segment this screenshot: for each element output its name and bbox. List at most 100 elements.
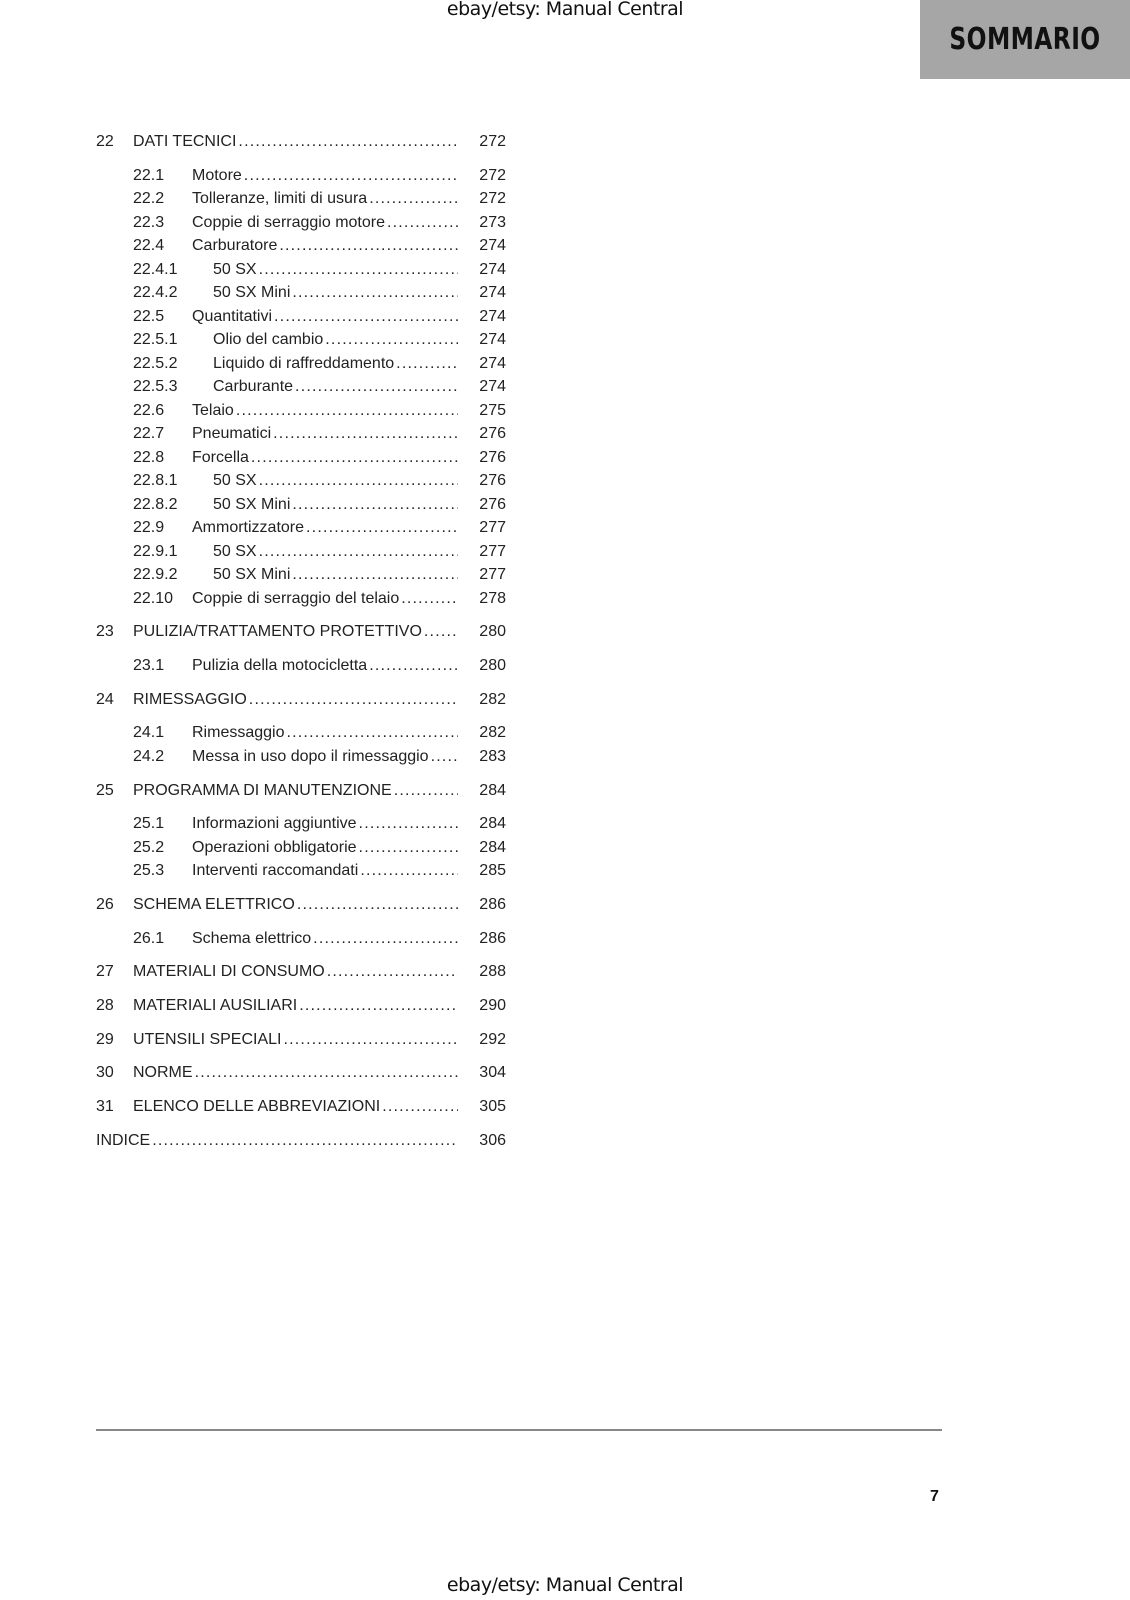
toc-entry-number: 27	[96, 963, 114, 981]
toc-entry[interactable]: 26.1 Schema elettrico....................…	[96, 927, 506, 951]
toc-entry[interactable]: 23.1 Pulizia della motocicletta..........…	[96, 654, 506, 678]
toc-entry[interactable]: 22.6 Telaio..............................…	[96, 399, 506, 423]
toc-entry-title: 50 SX Mini	[213, 566, 291, 584]
toc-entry-title: PULIZIA/TRATTAMENTO PROTETTIVO	[133, 623, 422, 641]
toc-entry-title: Pulizia della motocicletta	[192, 657, 368, 675]
toc-entry[interactable]: 22.4 Carburatore.........................…	[96, 234, 506, 258]
toc-entry[interactable]: 25.1 Informazioni aggiuntive.............…	[96, 812, 506, 836]
toc-entry-title: MATERIALI DI CONSUMO	[133, 963, 325, 981]
toc-entry[interactable]: 22 DATI TECNICI..........................…	[96, 130, 506, 154]
toc-entry[interactable]: 22.10 Coppie di serraggio del telaio.....…	[96, 587, 506, 611]
toc-entry-number: 24	[96, 690, 114, 708]
toc-entry-page: 274	[479, 307, 506, 325]
dot-leader: ........................................…	[273, 425, 458, 443]
toc-entry-page: 272	[479, 166, 506, 184]
toc-entry[interactable]: 22.5 Quantitativi........................…	[96, 305, 506, 329]
toc-entry-title: DATI TECNICI	[133, 133, 237, 150]
toc-entry[interactable]: 24.2 Messa in uso dopo il rimessaggio....…	[96, 745, 506, 769]
toc-entry-page: 272	[479, 133, 506, 150]
table-of-contents: 22 DATI TECNICI..........................…	[96, 130, 506, 1152]
toc-entry-number: 22	[96, 133, 114, 150]
toc-entry[interactable]: 22.8.2 50 SX Mini........................…	[96, 493, 506, 517]
toc-entry-page: 274	[479, 354, 506, 372]
dot-leader: ........................................…	[279, 237, 458, 255]
toc-entry[interactable]: 30 NORME.................................…	[96, 1061, 506, 1085]
toc-entry-page: 284	[479, 815, 506, 833]
dot-leader: ........................................…	[248, 690, 458, 708]
toc-entry[interactable]: 24 RIMESSAGGIO...........................…	[96, 688, 506, 712]
toc-entry[interactable]: 27 MATERIALI DI CONSUMO..................…	[96, 960, 506, 984]
toc-entry-title: Informazioni aggiuntive	[192, 815, 357, 833]
dot-leader: ........................................…	[283, 1030, 459, 1048]
toc-entry-title: INDICE	[96, 1131, 151, 1149]
toc-entry-number: 22.5.3	[133, 378, 178, 396]
toc-entry[interactable]: 26 SCHEMA ELETTRICO......................…	[96, 893, 506, 917]
toc-entry[interactable]: 23 PULIZIA/TRATTAMENTO PROTETTIVO........…	[96, 620, 506, 644]
toc-entry[interactable]: 22.3 Coppie di serraggio motore..........…	[96, 211, 506, 235]
toc-entry[interactable]: 25 PROGRAMMA DI MANUTENZIONE.............…	[96, 779, 506, 803]
toc-entry[interactable]: 22.1 Motore..............................…	[96, 164, 506, 188]
toc-entry[interactable]: 22.2 Tolleranze, limiti di usura.........…	[96, 187, 506, 211]
toc-entry-title: Motore	[192, 166, 242, 184]
toc-entry-number: 25.3	[133, 862, 165, 880]
toc-entry-title: 50 SX Mini	[213, 495, 291, 513]
toc-entry[interactable]: 22.4.1 50 SX.............................…	[96, 258, 506, 282]
toc-entry-title: Pneumatici	[192, 425, 272, 443]
toc-entry-number: 24.1	[133, 724, 165, 742]
toc-entry[interactable]: 22.4.2 50 SX Mini........................…	[96, 281, 506, 305]
dot-leader: ........................................…	[360, 862, 458, 880]
toc-entry-page: 280	[479, 657, 506, 675]
toc-entry-title: PROGRAMMA DI MANUTENZIONE	[133, 781, 392, 799]
dot-leader: ........................................…	[258, 472, 458, 490]
toc-entry-title: Olio del cambio	[213, 331, 324, 349]
toc-entry[interactable]: 31 ELENCO DELLE ABBREVIAZIONI............…	[96, 1095, 506, 1119]
toc-entry-page: 273	[479, 213, 506, 231]
watermark-bottom: ebay/etsy: Manual Central	[446, 1574, 684, 1596]
toc-entry[interactable]: 22.8 Forcella............................…	[96, 446, 506, 470]
dot-leader: ........................................…	[326, 963, 458, 981]
toc-entry[interactable]: 22.5.1 Olio del cambio...................…	[96, 328, 506, 352]
toc-entry[interactable]: 28 MATERIALI AUSILIARI...................…	[96, 994, 506, 1018]
toc-entry-page: 286	[479, 896, 506, 913]
toc-entry-number: 22.8.1	[133, 472, 178, 490]
dot-leader: ........................................…	[292, 495, 458, 513]
dot-leader: ........................................…	[295, 378, 458, 396]
toc-entry-title: Coppie di serraggio del telaio	[192, 589, 400, 607]
toc-entry-number: 25	[96, 781, 114, 799]
watermark-top: ebay/etsy: Manual Central	[446, 0, 684, 20]
dot-leader: ........................................…	[325, 331, 458, 349]
toc-entry-number: 22.5.2	[133, 354, 178, 372]
toc-entry[interactable]: 22.9 Ammortizzatore......................…	[96, 516, 506, 540]
toc-entry-title: 50 SX Mini	[213, 284, 291, 302]
dot-leader: ........................................…	[313, 929, 458, 947]
toc-entry-page: 280	[479, 623, 506, 641]
dot-leader: ........................................…	[306, 519, 458, 537]
toc-entry-title: Rimessaggio	[192, 724, 285, 742]
toc-entry[interactable]: 22.5.2 Liquido di raffreddamento.........…	[96, 352, 506, 376]
toc-entry-number: 22.6	[133, 401, 165, 419]
toc-entry-title: RIMESSAGGIO	[133, 690, 247, 708]
toc-entry[interactable]: 29 UTENSILI SPECIALI.....................…	[96, 1028, 506, 1052]
dot-leader: ........................................…	[152, 1131, 458, 1149]
toc-entry[interactable]: 25.3 Interventi raccomandati.............…	[96, 859, 506, 883]
toc-entry-page: 283	[479, 747, 506, 765]
dot-leader: ........................................…	[235, 401, 458, 419]
toc-entry-title: UTENSILI SPECIALI	[133, 1030, 282, 1048]
toc-entry[interactable]: 22.8.1 50 SX.............................…	[96, 469, 506, 493]
dot-leader: ........................................…	[238, 133, 458, 150]
dot-leader: ........................................…	[430, 747, 458, 765]
toc-entry-title: Carburante	[213, 378, 294, 396]
toc-entry[interactable]: 22.5.3 Carburante........................…	[96, 375, 506, 399]
toc-entry-number: 22.3	[133, 213, 165, 231]
toc-entry[interactable]: 22.9.1 50 SX.............................…	[96, 540, 506, 564]
toc-entry[interactable]: INDICE..................................…	[96, 1129, 506, 1153]
toc-entry-number: 22.9.2	[133, 566, 178, 584]
section-tab: SOMMARIO	[920, 0, 1130, 79]
toc-entry[interactable]: 22.7 Pneumatici..........................…	[96, 422, 506, 446]
toc-entry[interactable]: 22.9.2 50 SX Mini........................…	[96, 563, 506, 587]
toc-entry[interactable]: 24.1 Rimessaggio.........................…	[96, 721, 506, 745]
dot-leader: ........................................…	[358, 838, 458, 856]
dot-leader: ........................................…	[258, 260, 458, 278]
toc-entry[interactable]: 25.2 Operazioni obbligatorie.............…	[96, 836, 506, 860]
dot-leader: ........................................…	[292, 566, 458, 584]
